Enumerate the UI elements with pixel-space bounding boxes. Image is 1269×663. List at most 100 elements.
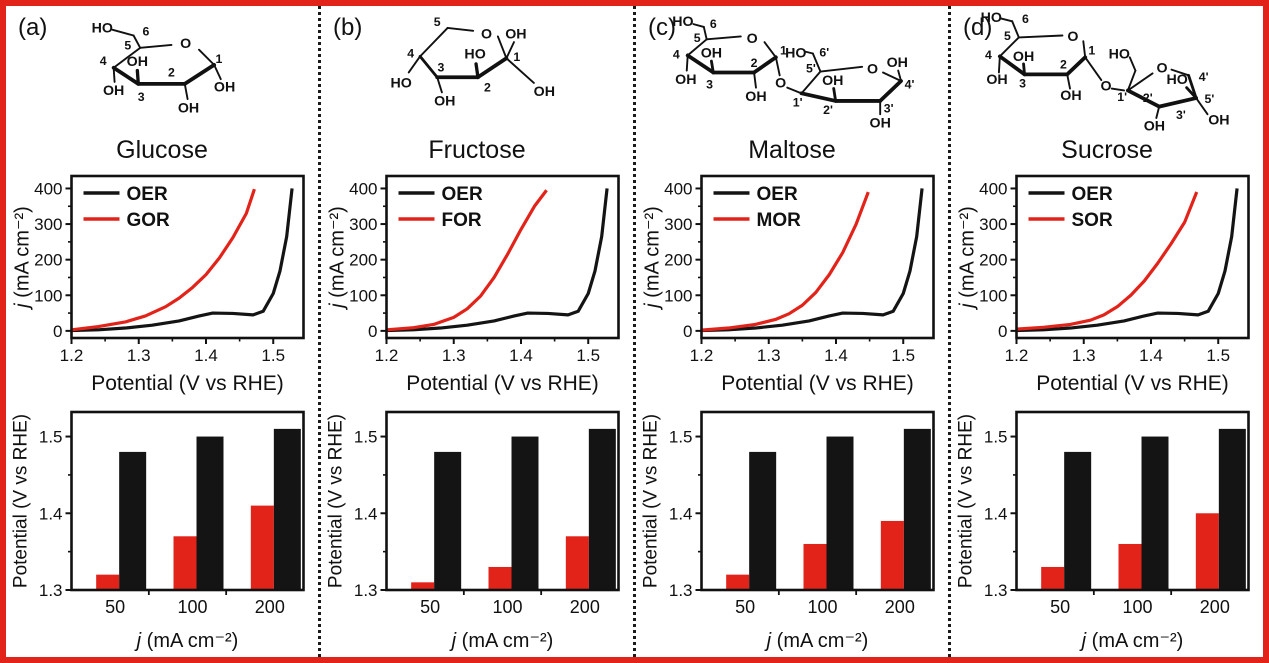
svg-text:200: 200 bbox=[1200, 597, 1230, 617]
svg-text:1.5: 1.5 bbox=[984, 428, 1008, 447]
svg-text:OH: OH bbox=[1060, 88, 1081, 104]
panel-d: (d) HO 6 5 O 4 OH 1 2 OH 3 OH O HO O 1' HO 4' 2' 3' 5' OH OH … bbox=[948, 6, 1263, 657]
panel-label-a: (a) bbox=[18, 14, 48, 41]
svg-text:HO: HO bbox=[672, 14, 693, 30]
svg-text:FOR: FOR bbox=[442, 210, 482, 231]
panel-label-d: (d) bbox=[963, 14, 993, 41]
svg-text:j (mA cm⁻²): j (mA cm⁻²) bbox=[12, 206, 34, 311]
svg-text:1.4: 1.4 bbox=[354, 504, 378, 523]
svg-text:OH: OH bbox=[214, 79, 235, 95]
svg-text:200: 200 bbox=[570, 597, 600, 617]
svg-text:j (mA cm⁻²): j (mA cm⁻²) bbox=[764, 630, 869, 652]
svg-text:5: 5 bbox=[434, 15, 441, 29]
svg-text:1.5: 1.5 bbox=[1206, 346, 1230, 365]
svg-text:OH: OH bbox=[1144, 118, 1165, 134]
svg-text:0: 0 bbox=[368, 322, 377, 341]
svg-text:SOR: SOR bbox=[1072, 210, 1113, 231]
svg-text:400: 400 bbox=[979, 179, 1007, 198]
svg-text:OH: OH bbox=[505, 26, 526, 42]
svg-text:O: O bbox=[1101, 78, 1112, 94]
svg-text:OH: OH bbox=[434, 94, 455, 110]
svg-text:OH: OH bbox=[1013, 49, 1034, 65]
svg-text:OH: OH bbox=[675, 72, 696, 88]
svg-text:100: 100 bbox=[807, 597, 837, 617]
svg-text:6: 6 bbox=[142, 24, 149, 38]
svg-text:200: 200 bbox=[349, 251, 377, 270]
svg-text:HO: HO bbox=[390, 76, 411, 92]
panel-c: (c) HO 6 5 O 4 OH 1 2 OH 3 OH O HO 6' 5' O OH 4' 1' OH 2' 3' O… bbox=[633, 6, 948, 657]
svg-text:200: 200 bbox=[255, 597, 285, 617]
svg-text:0: 0 bbox=[998, 322, 1007, 341]
potential-bar-chart: 50 100 200 1.3 1.4 1.5 j (mA cm⁻²) Potential (V… bbox=[11, 410, 305, 652]
svg-text:1.3: 1.3 bbox=[669, 581, 693, 600]
svg-text:Potential (V vs RHE): Potential (V vs RHE) bbox=[91, 372, 284, 395]
svg-text:Potential (V vs RHE): Potential (V vs RHE) bbox=[721, 372, 914, 395]
svg-text:1.3: 1.3 bbox=[127, 346, 151, 365]
potential-bar-chart: 50 100 200 1.3 1.4 1.5 j (mA cm⁻²) Potential (V… bbox=[326, 410, 620, 652]
svg-text:OER: OER bbox=[1072, 184, 1113, 205]
svg-text:Potential (V vs RHE): Potential (V vs RHE) bbox=[1036, 372, 1229, 395]
svg-text:1': 1' bbox=[793, 96, 803, 110]
svg-text:j (mA cm⁻²): j (mA cm⁻²) bbox=[134, 630, 239, 652]
svg-text:1.5: 1.5 bbox=[354, 428, 378, 447]
svg-text:200: 200 bbox=[979, 251, 1007, 270]
svg-text:HO: HO bbox=[1109, 46, 1130, 62]
svg-text:2': 2' bbox=[823, 103, 833, 117]
svg-text:4: 4 bbox=[100, 54, 107, 68]
svg-text:3': 3' bbox=[1176, 108, 1186, 122]
svg-text:Potential (V vs RHE): Potential (V vs RHE) bbox=[326, 414, 347, 588]
svg-text:0: 0 bbox=[683, 322, 692, 341]
svg-text:2: 2 bbox=[1060, 58, 1067, 72]
svg-text:5: 5 bbox=[1004, 29, 1011, 43]
svg-text:1.2: 1.2 bbox=[690, 346, 714, 365]
svg-text:OH: OH bbox=[986, 72, 1007, 88]
svg-text:1.2: 1.2 bbox=[60, 346, 84, 365]
svg-text:HO: HO bbox=[464, 46, 485, 62]
molecule-block: HO 6 5 O 1 4 OH 2 OH 3 OH OH Glucose bbox=[6, 6, 318, 166]
svg-text:1.4: 1.4 bbox=[1139, 346, 1163, 365]
svg-text:400: 400 bbox=[349, 179, 377, 198]
potential-bar-chart: 50 100 200 1.3 1.4 1.5 j (mA cm⁻²) Potential (V… bbox=[956, 410, 1250, 652]
svg-text:Potential (V vs RHE): Potential (V vs RHE) bbox=[641, 414, 662, 588]
svg-text:4: 4 bbox=[407, 46, 414, 60]
svg-text:OH: OH bbox=[887, 55, 908, 71]
svg-text:j (mA cm⁻²): j (mA cm⁻²) bbox=[642, 206, 664, 311]
svg-text:1: 1 bbox=[215, 52, 222, 66]
svg-text:1.3: 1.3 bbox=[984, 581, 1008, 600]
svg-text:4: 4 bbox=[985, 48, 992, 62]
svg-text:200: 200 bbox=[34, 251, 62, 270]
svg-text:Potential (V vs RHE): Potential (V vs RHE) bbox=[406, 372, 599, 395]
svg-text:Potential (V vs RHE): Potential (V vs RHE) bbox=[11, 414, 32, 588]
svg-text:OH: OH bbox=[534, 84, 555, 100]
svg-text:3: 3 bbox=[438, 61, 445, 75]
svg-text:2: 2 bbox=[168, 65, 175, 79]
molecule-block: HO 6 5 O 4 OH 1 2 OH 3 OH O HO O 1' HO 4' 2' 3' 5' OH OH Sucr… bbox=[951, 6, 1263, 166]
svg-text:1.2: 1.2 bbox=[375, 346, 399, 365]
panel-label-c: (c) bbox=[648, 14, 676, 41]
svg-text:50: 50 bbox=[420, 597, 440, 617]
svg-text:OER: OER bbox=[757, 184, 798, 205]
svg-text:GOR: GOR bbox=[127, 210, 171, 231]
svg-text:1: 1 bbox=[1088, 43, 1095, 57]
svg-text:400: 400 bbox=[34, 179, 62, 198]
svg-text:OH: OH bbox=[103, 83, 124, 99]
svg-text:3: 3 bbox=[138, 90, 145, 104]
svg-text:1.4: 1.4 bbox=[39, 504, 63, 523]
svg-text:2: 2 bbox=[484, 80, 491, 94]
svg-text:O: O bbox=[180, 36, 191, 52]
svg-text:j (mA cm⁻²): j (mA cm⁻²) bbox=[449, 630, 554, 652]
svg-text:50: 50 bbox=[1050, 597, 1070, 617]
svg-text:1.4: 1.4 bbox=[194, 346, 218, 365]
svg-text:HO: HO bbox=[981, 10, 1002, 26]
svg-text:5: 5 bbox=[124, 39, 131, 53]
svg-text:OH: OH bbox=[870, 115, 891, 131]
svg-text:O: O bbox=[867, 61, 878, 77]
svg-text:300: 300 bbox=[979, 215, 1007, 234]
svg-text:HO: HO bbox=[1166, 72, 1187, 88]
svg-text:2: 2 bbox=[751, 56, 758, 70]
svg-text:MOR: MOR bbox=[757, 210, 802, 231]
svg-text:5: 5 bbox=[694, 31, 701, 45]
svg-text:1: 1 bbox=[780, 43, 787, 57]
